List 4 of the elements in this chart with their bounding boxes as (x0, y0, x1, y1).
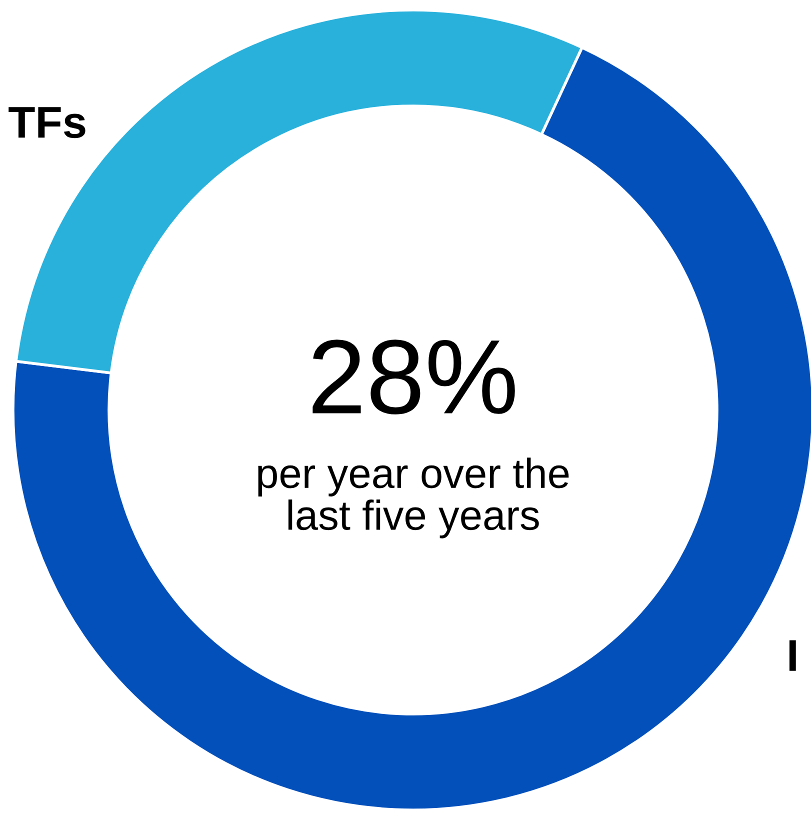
slice-label: TFs (8, 107, 86, 138)
text: per year over the last five years (258, 458, 569, 538)
text: 28% (312, 340, 515, 414)
slice-label: I (789, 640, 796, 671)
